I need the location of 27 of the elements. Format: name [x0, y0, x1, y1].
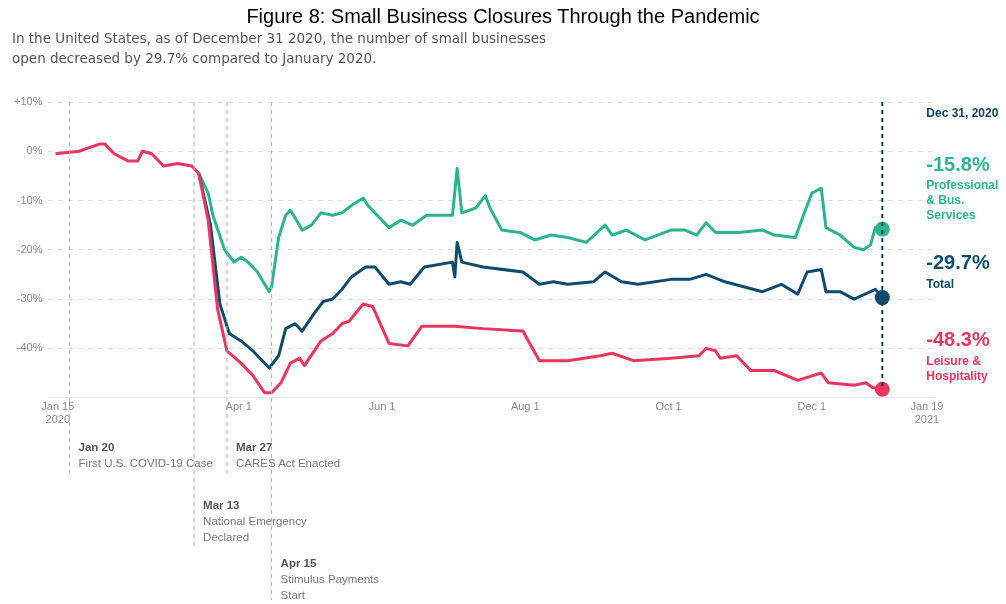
chart-subtitle: In the United States, as of December 31 2020, the number of small businesses open decreased by 29.7% compared to January 2020. — [11, 29, 548, 68]
x-tick-label: Apr 1 — [225, 400, 252, 413]
ref-line-label: Dec 31, 2020 — [926, 106, 999, 121]
ref-line-label: Jan 20 First U.S. COVID-19 Case — [78, 440, 213, 469]
data-label: -29.7% — [926, 251, 990, 274]
ref-line-label: Mar 13 National Emergency Declared — [203, 498, 307, 543]
x-tick-label: Jan 15 2020 — [41, 400, 75, 426]
y-tick-label: -20% — [16, 242, 43, 255]
text: Total — [926, 276, 955, 291]
y-tick-label: -10% — [16, 193, 43, 206]
point — [874, 381, 890, 397]
text: Professional & Bus. Services — [926, 178, 999, 223]
x-tick-label: Oct 1 — [655, 400, 682, 413]
chart-title: Figure 8: Small Business Closures Through the Pandemic — [245, 4, 761, 28]
text: Leisure & Hospitality — [926, 353, 988, 383]
x-tick-label: Jan 19 2021 — [910, 400, 944, 426]
x-tick-label: Jun 1 — [368, 400, 396, 413]
ref-line-label: Mar 27 CARES Act Enacted — [235, 440, 341, 469]
ref-line-label: Apr 15 Stimulus Payments Start — [280, 556, 380, 601]
x-tick-label: Aug 1 — [510, 400, 540, 413]
x-tick-label: Dec 1 — [797, 400, 827, 413]
y-tick-label: 0% — [26, 144, 43, 157]
y-tick-label: +10% — [13, 95, 43, 108]
data-label: -15.8% — [926, 152, 990, 175]
y-tick-label: -40% — [16, 341, 43, 354]
data-label: -48.3% — [926, 327, 990, 350]
y-tick-label: -30% — [16, 292, 43, 305]
